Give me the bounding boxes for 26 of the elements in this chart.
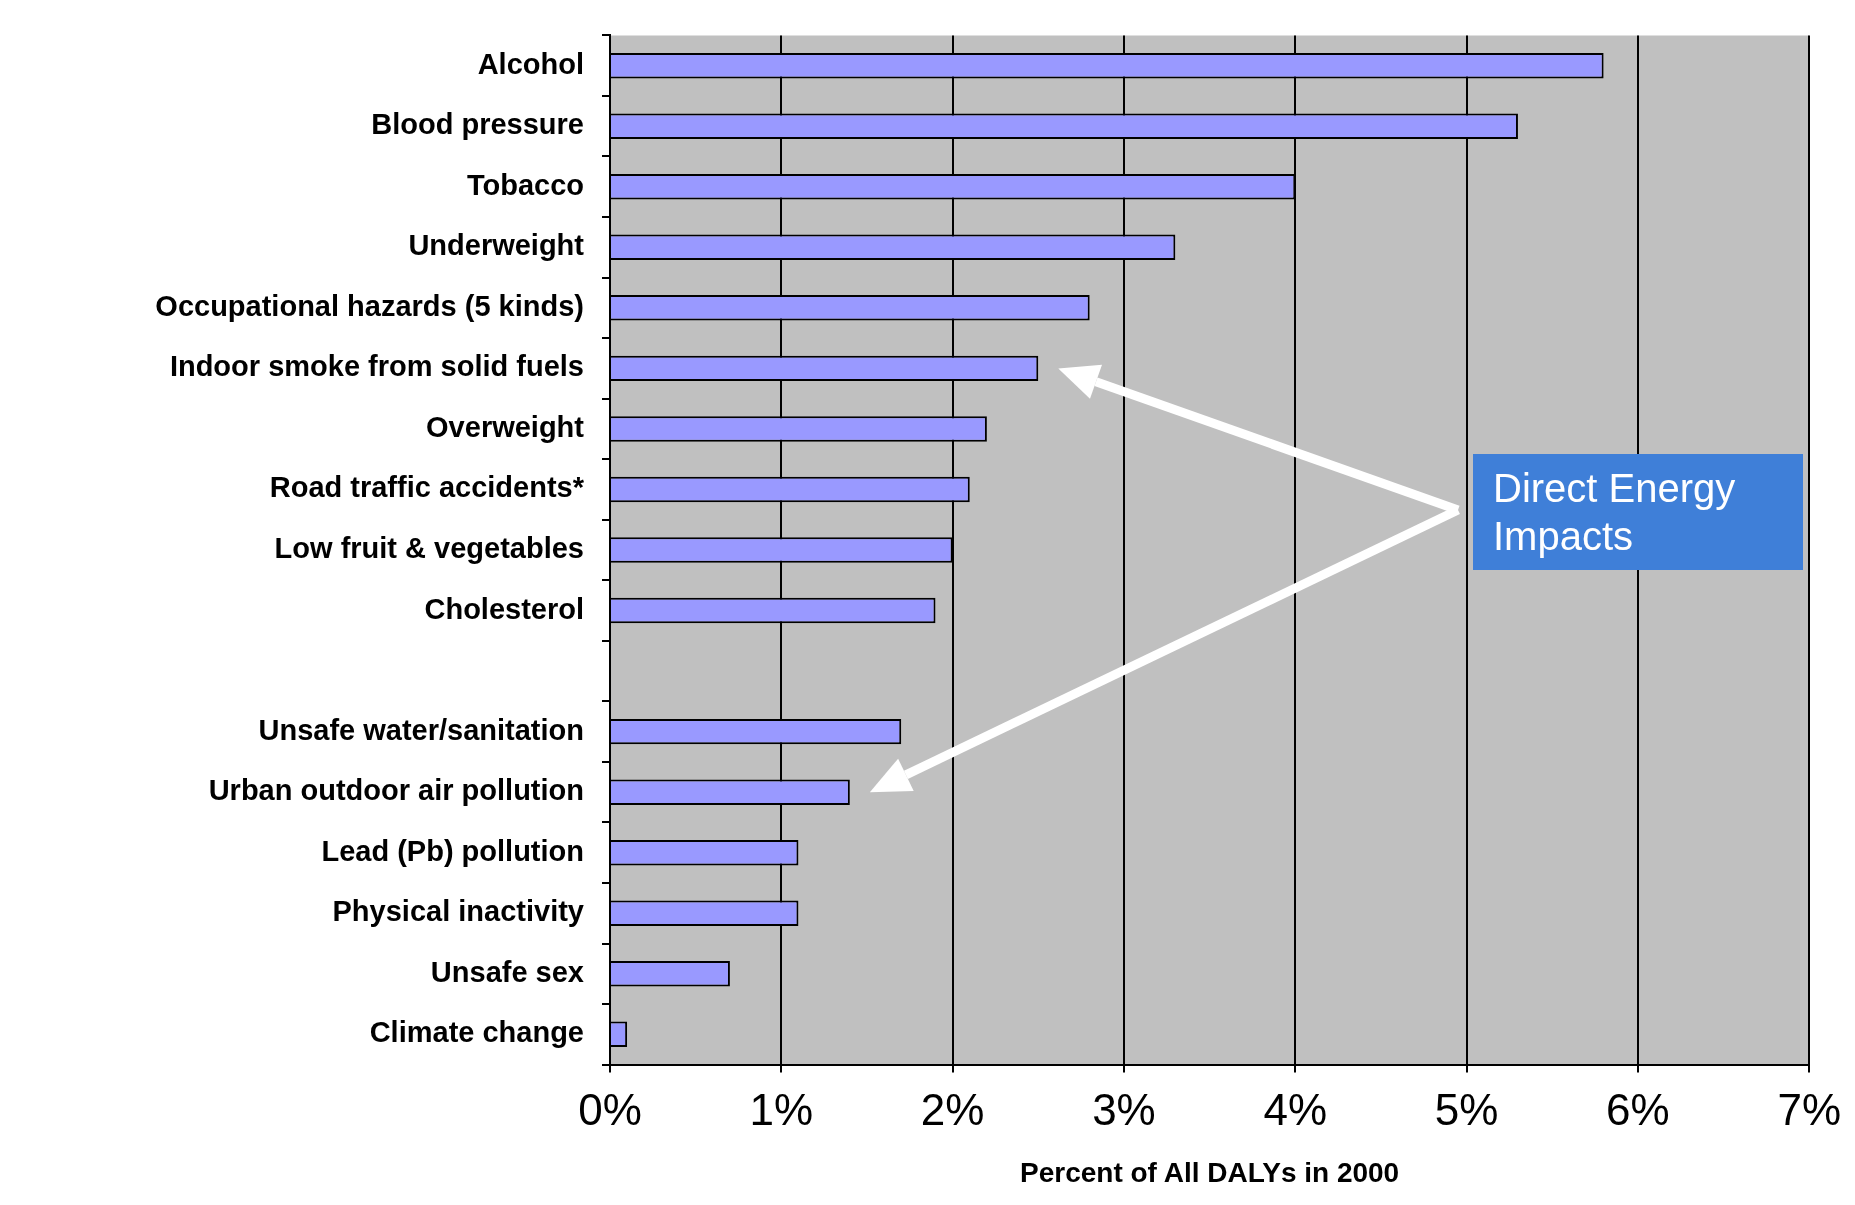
y-tick-label: Indoor smoke from solid fuels <box>169 350 584 383</box>
annotation: Direct Energy Impacts <box>1473 454 1803 570</box>
y-tick-label: Climate change <box>369 1016 584 1049</box>
y-tick-label: Occupational hazards (5 kinds) <box>155 289 584 322</box>
y-tick-label: Low fruit & vegetables <box>274 532 584 564</box>
x-tick-label: 3% <box>1092 1085 1156 1135</box>
y-tick-label: Road traffic accidents* <box>269 471 585 504</box>
x-tick-label: 0% <box>578 1085 642 1135</box>
y-tick-label: Cholesterol <box>424 592 584 625</box>
x-tick-label: 4% <box>1263 1085 1328 1135</box>
y-tick-label: Overweight <box>426 410 585 443</box>
y-tick-label: Blood pressure <box>371 108 584 141</box>
y-tick-label: Unsafe sex <box>430 955 584 988</box>
y-tick-label: Lead (Pb) pollution <box>321 834 584 867</box>
y-tick-label: Underweight <box>408 229 585 262</box>
x-tick-label: 6% <box>1606 1085 1670 1135</box>
y-tick-label: Urban outdoor air pollution <box>208 774 584 807</box>
y-tick-label: Alcohol <box>477 47 584 80</box>
x-tick-label: 1% <box>749 1085 814 1135</box>
y-tick-label: Physical inactivity <box>332 895 584 928</box>
y-tick-label: Unsafe water/sanitation <box>258 713 584 746</box>
y-tick-label: Tobacco <box>466 168 584 201</box>
x-tick-label: 5% <box>1434 1085 1499 1135</box>
x-tick-label: 2% <box>920 1085 985 1135</box>
x-axis-title: Percent of All DALYs in 2000 <box>1020 1156 1400 1188</box>
x-tick-label: 7% <box>1777 1085 1841 1135</box>
